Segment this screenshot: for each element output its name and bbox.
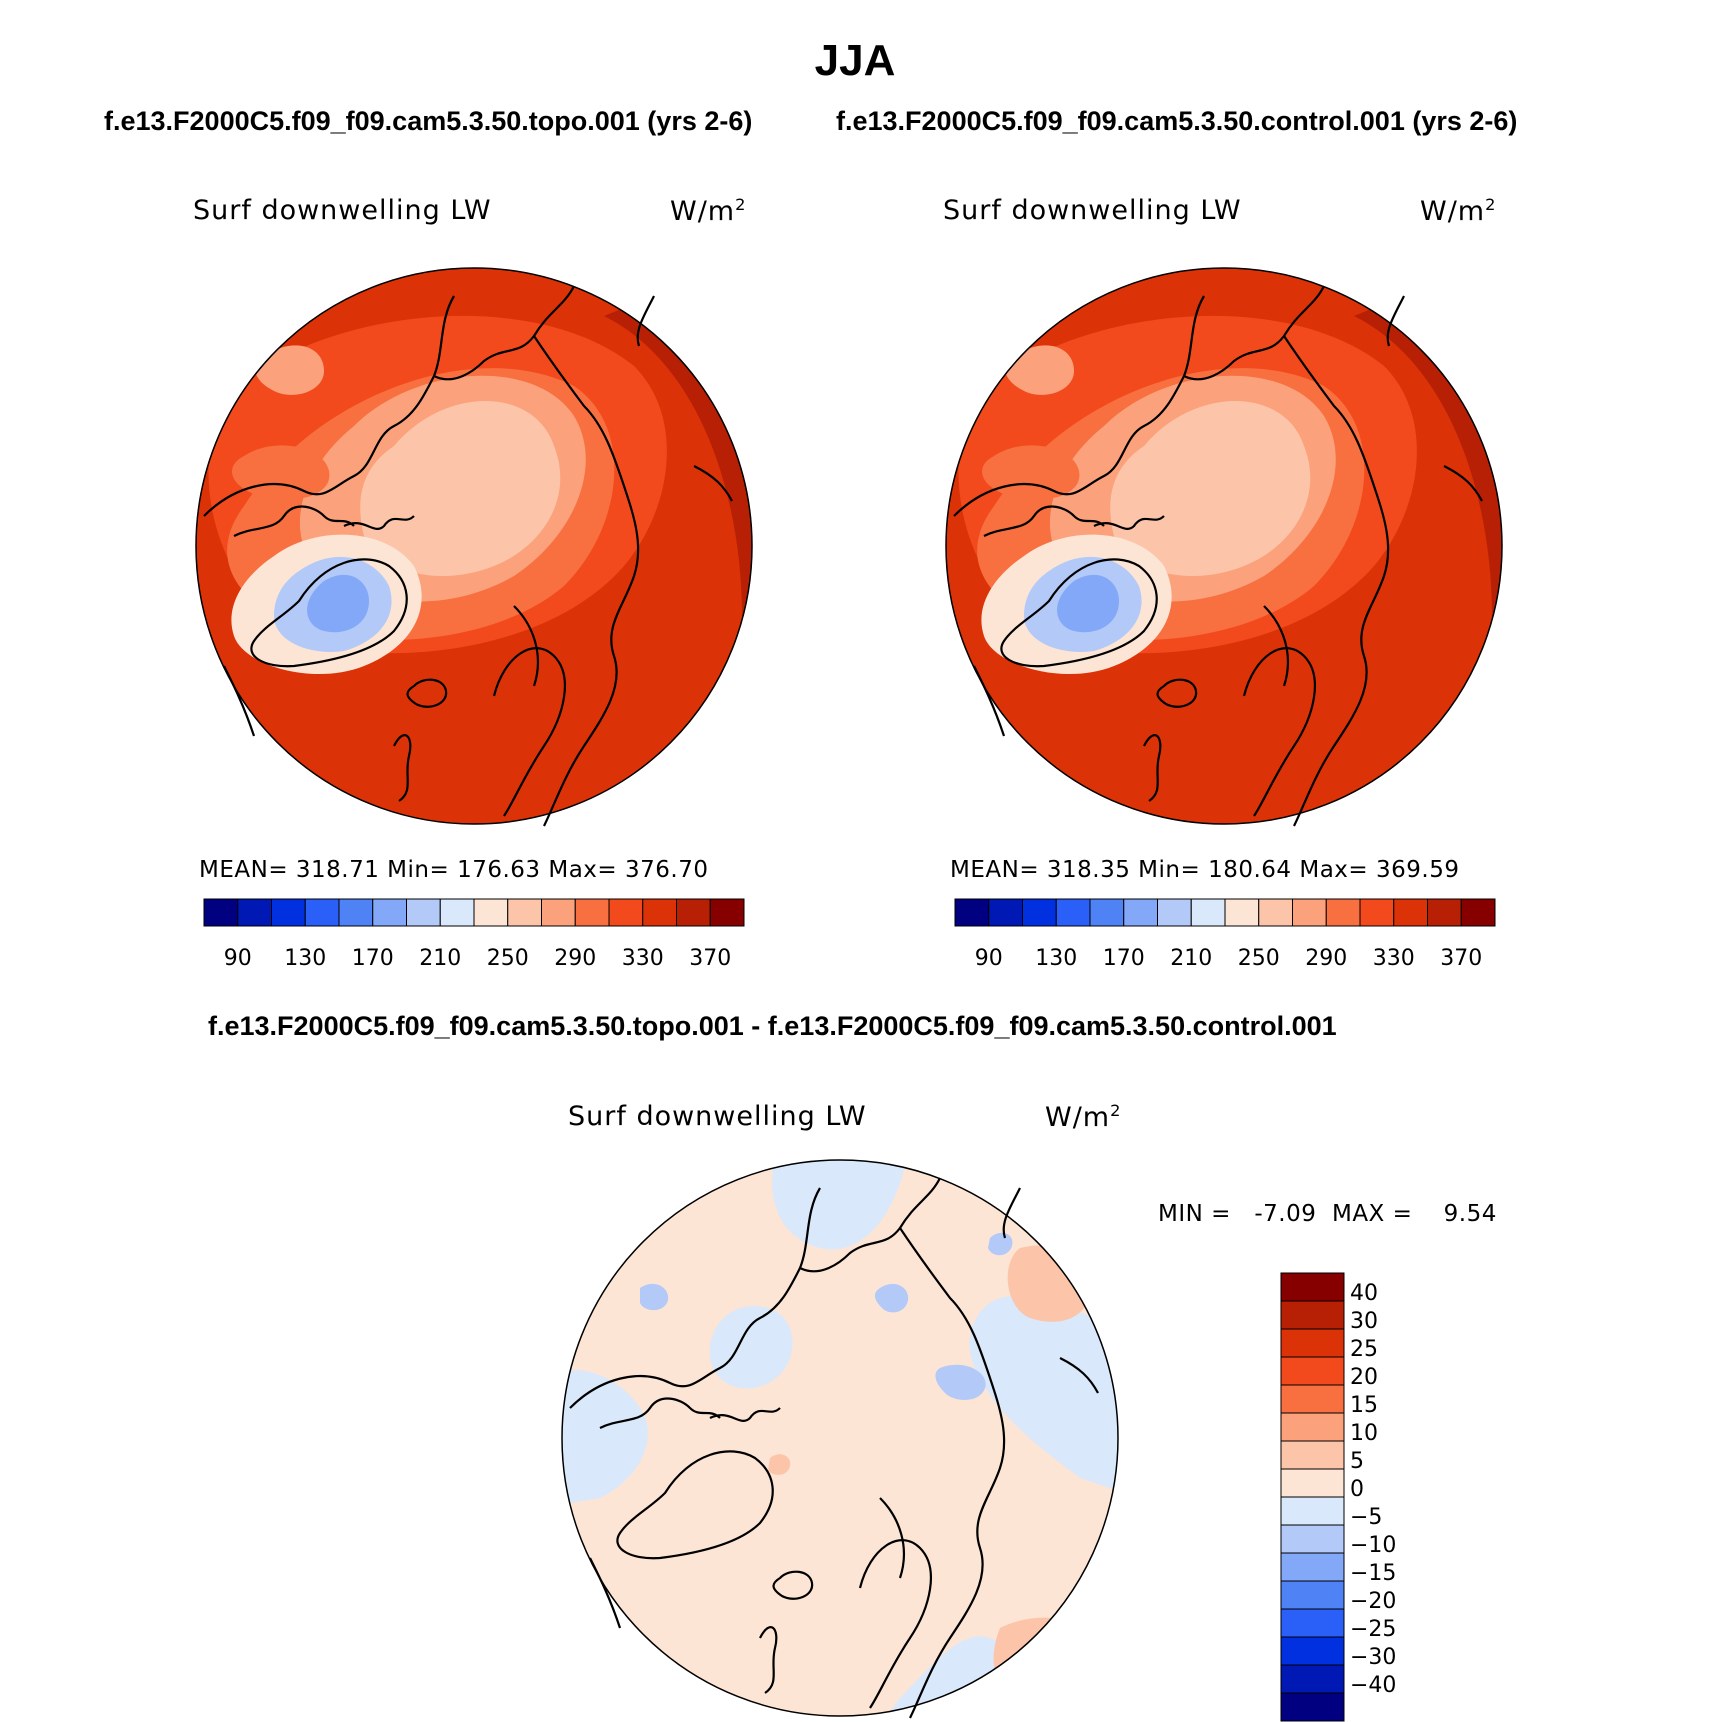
right-colorbar-tick-label: 170 xyxy=(1103,946,1145,971)
left-colorbar-tick-label: 250 xyxy=(487,946,529,971)
page-title: JJA xyxy=(814,36,896,85)
right-colorbar-swatch xyxy=(954,898,990,927)
right-colorbar-tick-label: 330 xyxy=(1373,946,1415,971)
left-colorbar-swatch xyxy=(271,898,306,927)
diff-colorbar-swatch xyxy=(1280,1272,1345,1302)
diff-colorbar-tick-label: 25 xyxy=(1350,1337,1378,1362)
left-colorbar-swatch xyxy=(338,898,374,927)
diff-colorbar-tick-label: −30 xyxy=(1350,1645,1396,1670)
diff-colorbar-swatch xyxy=(1280,1496,1345,1526)
right-stats: MEAN= 318.35 Min= 180.64 Max= 369.59 xyxy=(950,857,1460,883)
diff-colorbar-swatch xyxy=(1280,1552,1345,1582)
left-colorbar-tick-label: 170 xyxy=(352,946,394,971)
diff-colorbar-swatch xyxy=(1280,1692,1345,1722)
right-colorbar-swatch xyxy=(1190,898,1226,927)
left-colorbar-swatch xyxy=(676,898,711,927)
diff-colorbar-tick-label: 10 xyxy=(1350,1421,1378,1446)
left-variable-label: Surf downwelling LW xyxy=(193,195,492,226)
right-colorbar-tick-label: 290 xyxy=(1305,946,1347,971)
diff-colorbar-tick-label: 30 xyxy=(1350,1309,1378,1334)
diff-colorbar-swatch xyxy=(1280,1356,1345,1386)
diff-colorbar-swatch xyxy=(1280,1636,1345,1666)
right-colorbar-swatch xyxy=(1359,898,1395,927)
left-colorbar-swatch xyxy=(203,898,239,927)
left-colorbar-swatch xyxy=(372,898,407,927)
right-colorbar-tick-label: 250 xyxy=(1238,946,1280,971)
diff-colorbar-tick-label: −5 xyxy=(1350,1505,1382,1530)
diff-map xyxy=(561,1159,1119,1720)
diff-units-label: W/m2 xyxy=(1045,1101,1122,1133)
right-colorbar-swatch xyxy=(1089,898,1125,927)
right-colorbar-swatch xyxy=(1022,898,1057,927)
diff-colorbar-tick-label: −15 xyxy=(1350,1561,1396,1586)
left-colorbar-swatch xyxy=(642,898,677,927)
left-colorbar-swatch xyxy=(541,898,576,927)
diff-colorbar-tick-label: 0 xyxy=(1350,1477,1364,1502)
diff-colorbar-swatch xyxy=(1280,1524,1345,1554)
diff-colorbar-swatch xyxy=(1280,1412,1345,1442)
right-colorbar-swatch xyxy=(1055,898,1091,927)
right-colorbar: 90 130 170 210 250 290 330 370 xyxy=(954,898,1496,971)
left-colorbar-tick-label: 290 xyxy=(554,946,596,971)
left-colorbar-swatch xyxy=(304,898,340,927)
right-colorbar-swatch xyxy=(1157,898,1192,927)
diff-colorbar-swatch xyxy=(1280,1384,1345,1414)
right-colorbar-tick-label: 370 xyxy=(1440,946,1482,971)
right-map xyxy=(945,267,1503,828)
right-units-label: W/m2 xyxy=(1420,195,1497,227)
left-map xyxy=(195,267,753,828)
diff-colorbar-tick-label: 15 xyxy=(1350,1393,1378,1418)
diff-colorbar-swatch xyxy=(1280,1468,1345,1498)
right-colorbar-swatch xyxy=(1292,898,1327,927)
diff-colorbar-swatch xyxy=(1280,1608,1345,1638)
diff-colorbar-swatch xyxy=(1280,1300,1345,1330)
right-colorbar-swatch xyxy=(1460,898,1496,927)
right-colorbar-swatch xyxy=(1123,898,1158,927)
diff-colorbar-tick-label: −40 xyxy=(1350,1673,1396,1698)
right-colorbar-swatch xyxy=(1427,898,1462,927)
left-colorbar-swatch xyxy=(473,898,509,927)
right-colorbar-tick-label: 90 xyxy=(975,946,1003,971)
right-colorbar-tick-label: 130 xyxy=(1035,946,1077,971)
diff-stats: MIN = -7.09 MAX = 9.54 xyxy=(1158,1201,1497,1227)
left-colorbar-tick-label: 370 xyxy=(689,946,731,971)
right-colorbar-swatch xyxy=(1325,898,1361,927)
diff-colorbar-swatch xyxy=(1280,1328,1345,1358)
right-colorbar-swatch xyxy=(1258,898,1293,927)
left-colorbar: 90 130 170 210 250 290 330 370 xyxy=(203,898,745,971)
left-colorbar-tick-label: 130 xyxy=(284,946,326,971)
right-colorbar-swatch xyxy=(988,898,1023,927)
left-colorbar-swatch xyxy=(439,898,475,927)
diff-case-title: f.e13.F2000C5.f09_f09.cam5.3.50.topo.001… xyxy=(208,1011,1337,1041)
diff-colorbar-tick-label: 40 xyxy=(1350,1281,1378,1306)
left-colorbar-swatch xyxy=(709,898,745,927)
left-stats: MEAN= 318.71 Min= 176.63 Max= 376.70 xyxy=(199,857,709,883)
left-colorbar-tick-label: 90 xyxy=(224,946,252,971)
right-colorbar-tick-label: 210 xyxy=(1170,946,1212,971)
diff-colorbar: 40 30 25 20 15 10 5 0 −5 −10 −15 −20 −25 −30 −40 xyxy=(1280,1272,1396,1722)
left-case-title: f.e13.F2000C5.f09_f09.cam5.3.50.topo.001… xyxy=(104,106,753,136)
diff-colorbar-tick-label: −20 xyxy=(1350,1589,1396,1614)
right-colorbar-swatch xyxy=(1224,898,1260,927)
left-colorbar-swatch xyxy=(237,898,272,927)
right-colorbar-swatch xyxy=(1393,898,1428,927)
left-colorbar-tick-label: 330 xyxy=(622,946,664,971)
diff-colorbar-tick-label: 20 xyxy=(1350,1365,1378,1390)
diff-colorbar-tick-label: −25 xyxy=(1350,1617,1396,1642)
diff-colorbar-tick-label: −10 xyxy=(1350,1533,1396,1558)
left-colorbar-tick-label: 210 xyxy=(419,946,461,971)
left-colorbar-swatch xyxy=(574,898,610,927)
left-colorbar-swatch xyxy=(507,898,542,927)
right-variable-label: Surf downwelling LW xyxy=(943,195,1242,226)
left-colorbar-swatch xyxy=(608,898,644,927)
right-case-title: f.e13.F2000C5.f09_f09.cam5.3.50.control.… xyxy=(836,106,1518,136)
left-units-label: W/m2 xyxy=(670,195,747,227)
diff-colorbar-tick-label: 5 xyxy=(1350,1449,1364,1474)
diff-variable-label: Surf downwelling LW xyxy=(568,1101,867,1132)
diff-colorbar-swatch xyxy=(1280,1580,1345,1610)
left-colorbar-swatch xyxy=(406,898,441,927)
diff-colorbar-swatch xyxy=(1280,1664,1345,1694)
diff-colorbar-swatch xyxy=(1280,1440,1345,1470)
